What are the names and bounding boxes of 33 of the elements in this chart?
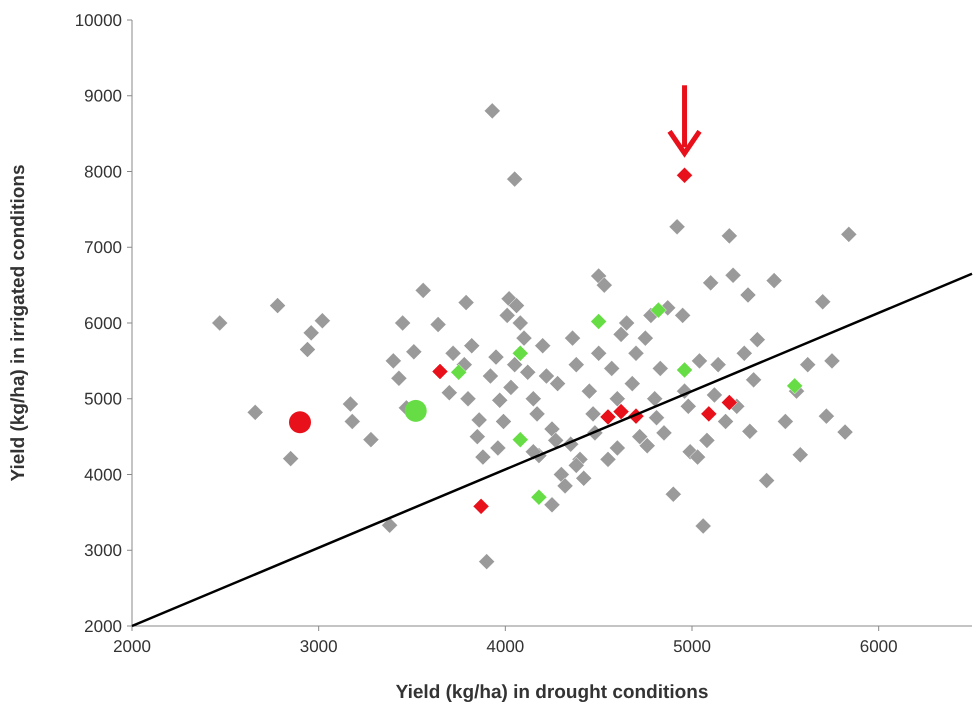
point [289, 411, 311, 434]
x-tick-label: 6000 [860, 637, 898, 656]
y-tick-label: 3000 [84, 541, 122, 560]
y-tick-label: 6000 [84, 314, 122, 333]
point [432, 363, 448, 380]
point [676, 362, 693, 378]
x-tick-label: 5000 [673, 637, 711, 656]
point [590, 313, 607, 330]
x-tick-label: 3000 [300, 637, 338, 656]
y-tick-label: 4000 [84, 465, 122, 484]
y-axis-title: Yield (kg/ha) in irrigated conditions [8, 164, 29, 482]
point [512, 345, 529, 362]
point [530, 488, 548, 506]
point [650, 302, 667, 318]
y-tick-label: 5000 [84, 390, 122, 409]
point [676, 167, 693, 184]
y-tick-label: 2000 [84, 616, 122, 636]
point [600, 408, 616, 426]
y-tick-label: 9000 [84, 86, 122, 106]
point [786, 378, 803, 394]
y-tick-label: 8000 [84, 162, 122, 182]
point [612, 403, 630, 420]
x-tick-label: 4000 [486, 637, 524, 656]
x-axis-title: Yield (kg/ha) in drought conditions [396, 682, 708, 703]
point [472, 498, 490, 515]
x-tick-label: 2000 [113, 637, 151, 656]
y-tick-label: 7000 [84, 238, 122, 258]
y-tick-label: 10000 [74, 10, 122, 30]
point [404, 400, 427, 422]
point [450, 364, 467, 380]
point [512, 431, 529, 448]
point [700, 406, 718, 422]
point [721, 394, 738, 411]
